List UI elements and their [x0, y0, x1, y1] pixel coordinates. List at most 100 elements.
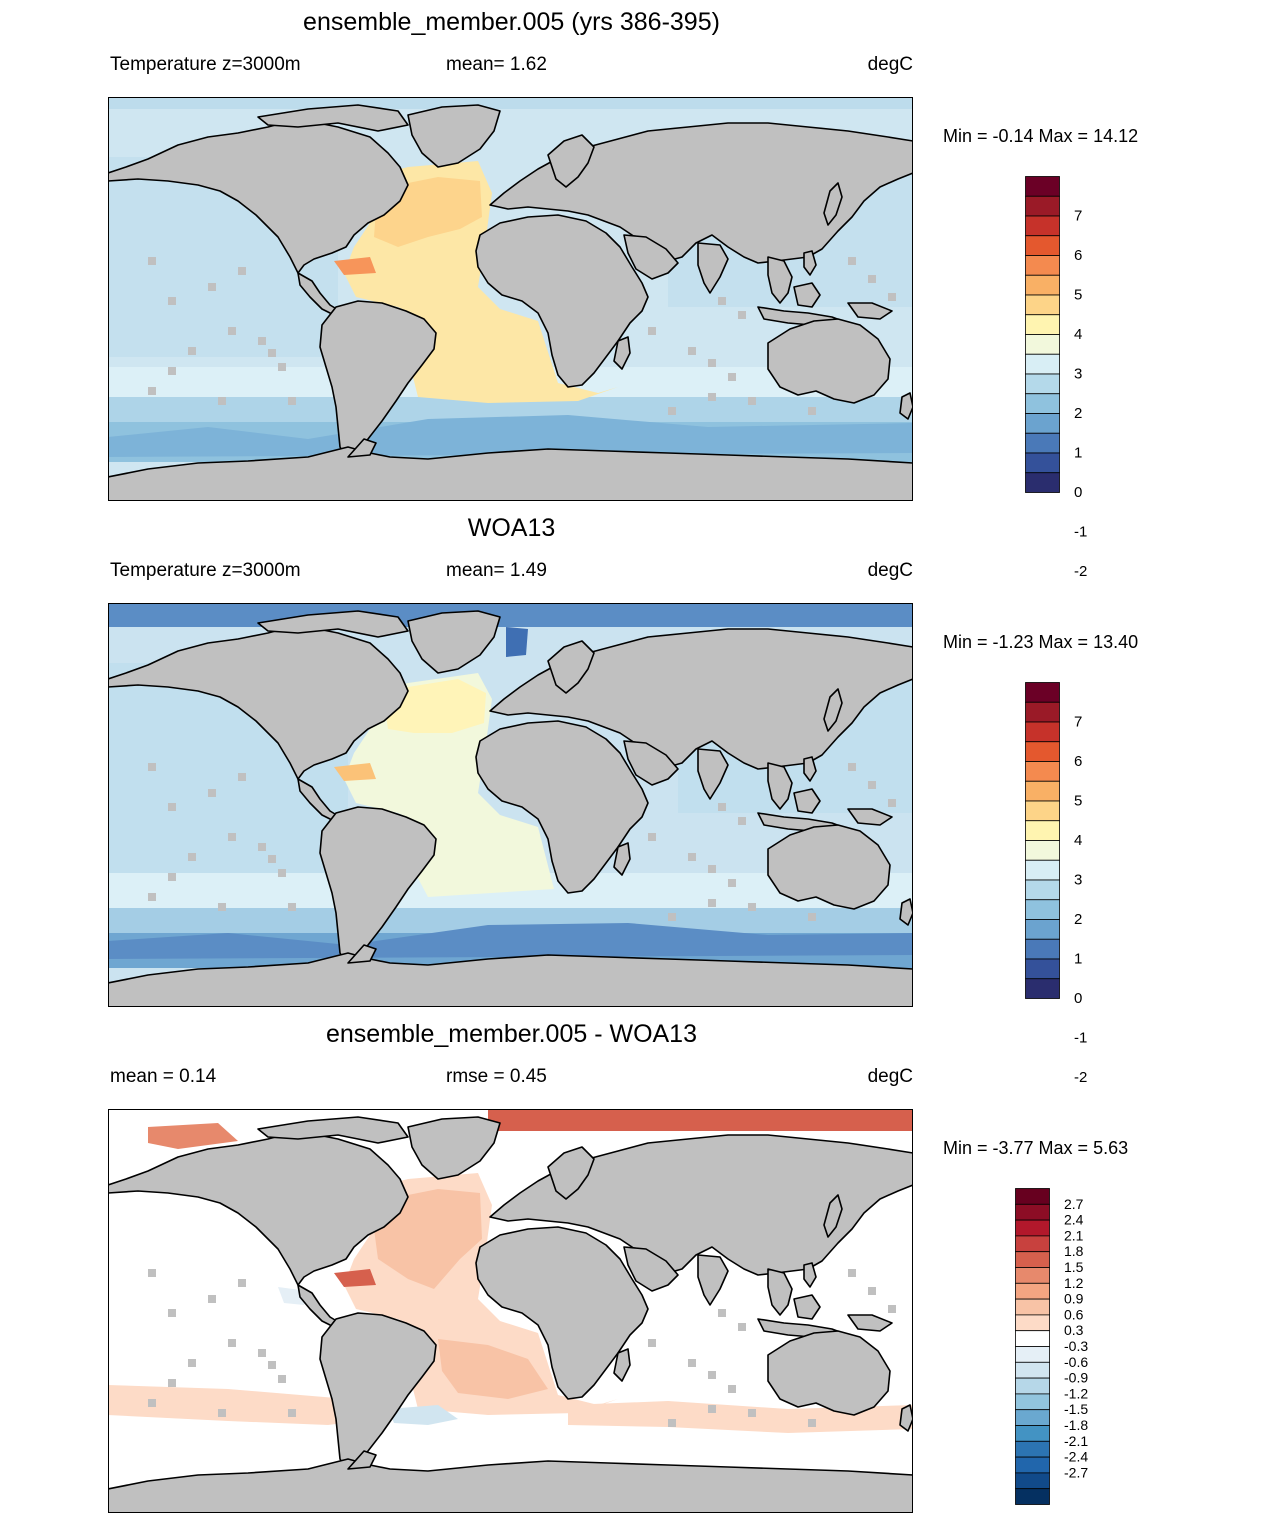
- colorbar-box: [1015, 1393, 1050, 1411]
- panel-title: WOA13: [467, 514, 556, 542]
- colorbar-box: [1015, 1346, 1050, 1363]
- colorbar-box: [1015, 1188, 1050, 1205]
- colorbar-label: -0.6: [1064, 1354, 1088, 1370]
- colorbar-label: 6: [1074, 247, 1082, 264]
- colorbar-label: 2.1: [1064, 1227, 1084, 1243]
- colorbar-box: [1025, 958, 1060, 980]
- colorbar-obs: 7 6 5 4 3 2 1 0 -1 -2: [1025, 682, 1125, 1086]
- colorbar-label: -1.8: [1064, 1417, 1088, 1433]
- map-diff: [108, 1109, 913, 1513]
- colorbar-box: [1025, 879, 1060, 901]
- colorbar-box: [1025, 314, 1060, 335]
- colorbar-label: 1.2: [1064, 1275, 1084, 1291]
- colorbar-box: [1015, 1298, 1050, 1316]
- colorbar-label: 5: [1074, 287, 1082, 304]
- colorbar-label: 0.9: [1064, 1291, 1084, 1307]
- colorbar-label: 6: [1074, 753, 1082, 770]
- colorbar-box: [1015, 1425, 1050, 1442]
- panel-title: ensemble_member.005 - WOA13: [325, 1020, 697, 1048]
- colorbar-box: [1025, 294, 1060, 316]
- colorbar-label: -1.2: [1064, 1385, 1088, 1401]
- colorbar-label: 1: [1074, 445, 1082, 462]
- colorbar-label: 2: [1074, 911, 1082, 928]
- colorbar-label: 1.5: [1064, 1259, 1084, 1275]
- colorbar-box: [1025, 176, 1060, 197]
- colorbar-box: [1015, 1314, 1050, 1332]
- colorbar-label: 0.3: [1064, 1322, 1084, 1338]
- min-max-label: Min = -3.77 Max = 5.63: [943, 1138, 1129, 1158]
- colorbar-label: 0: [1074, 990, 1082, 1007]
- colorbar-box: [1015, 1282, 1050, 1300]
- colorbar-box: [1025, 432, 1060, 454]
- colorbar-label: 2.4: [1064, 1212, 1084, 1228]
- colorbar-box: [1015, 1409, 1050, 1426]
- colorbar-box: [1025, 938, 1060, 960]
- colorbar-box: [1025, 255, 1060, 276]
- colorbar-box: [1015, 1361, 1050, 1379]
- colorbar-box: [1015, 1203, 1050, 1221]
- colorbar-label: 4: [1074, 326, 1082, 343]
- min-max-label: Min = -0.14 Max = 14.12: [943, 126, 1139, 146]
- map-model: [108, 97, 913, 501]
- colorbar-box: [1025, 373, 1060, 395]
- colorbar-label: 0: [1074, 484, 1082, 501]
- colorbar-label: 3: [1074, 366, 1082, 383]
- colorbar-box: [1025, 472, 1060, 493]
- colorbar-label: -2: [1074, 1069, 1087, 1086]
- colorbar-box: [1025, 393, 1060, 414]
- colorbar-label: -2.7: [1064, 1464, 1088, 1480]
- colorbar-box: [1025, 215, 1060, 237]
- colorbar-box: [1025, 741, 1060, 762]
- colorbar-box: [1015, 1440, 1050, 1458]
- colorbar-box: [1025, 840, 1060, 861]
- colorbar-label: 7: [1074, 714, 1082, 731]
- colorbar-box: [1025, 235, 1060, 256]
- colorbar-label: -2.1: [1064, 1433, 1088, 1449]
- colorbar-label: -1: [1074, 1030, 1087, 1047]
- colorbar-box: [1015, 1377, 1050, 1395]
- colorbar-label: -2.4: [1064, 1449, 1088, 1465]
- colorbar-box: [1025, 859, 1060, 881]
- colorbar-label: 1.8: [1064, 1243, 1084, 1259]
- colorbar-box: [1015, 1267, 1050, 1284]
- colorbar-label: 1: [1074, 951, 1082, 968]
- colorbar-label: -0.9: [1064, 1370, 1088, 1386]
- colorbar-box: [1015, 1251, 1050, 1268]
- colorbar-box: [1025, 195, 1060, 217]
- colorbar-box: [1025, 721, 1060, 743]
- colorbar-box: [1025, 701, 1060, 723]
- colorbar-box: [1025, 274, 1060, 296]
- colorbar-box: [1025, 820, 1060, 841]
- colorbar-box: [1025, 780, 1060, 802]
- colorbar-box: [1025, 978, 1060, 999]
- colorbar-label: 0.6: [1064, 1306, 1084, 1322]
- colorbar-box: [1015, 1488, 1050, 1505]
- units-label: degC: [867, 560, 913, 581]
- colorbar-label: 4: [1074, 832, 1082, 849]
- rmse-label: rmse = 0.45: [446, 1066, 547, 1087]
- colorbar-box: [1025, 899, 1060, 920]
- colorbar-model: 7 6 5 4 3 2 1 0 -1 -2: [1025, 176, 1125, 580]
- colorbar-box: [1025, 800, 1060, 822]
- units-label: degC: [867, 54, 913, 75]
- colorbar-label: -2: [1074, 563, 1087, 580]
- colorbar-box: [1015, 1235, 1050, 1253]
- variable-label: Temperature z=3000m: [110, 560, 301, 581]
- mean-label: mean= 1.49: [446, 560, 547, 581]
- mean-label: mean= 1.62: [446, 54, 547, 75]
- colorbar-label: 7: [1074, 208, 1082, 225]
- colorbar-label: 3: [1074, 872, 1082, 889]
- colorbar-label: -0.3: [1064, 1338, 1088, 1354]
- colorbar-label: -1.5: [1064, 1401, 1088, 1417]
- colorbar-box: [1025, 761, 1060, 782]
- panel-diff: ensemble_member.005 - WOA13 mean = 0.14 …: [0, 1012, 1285, 1518]
- units-label: degC: [867, 1066, 913, 1087]
- colorbar-box: [1015, 1456, 1050, 1474]
- min-max-label: Min = -1.23 Max = 13.40: [943, 632, 1139, 652]
- colorbar-box: [1025, 919, 1060, 940]
- colorbar-box: [1025, 452, 1060, 474]
- colorbar-label: -1: [1074, 524, 1087, 541]
- map-obs: [108, 603, 913, 1007]
- colorbar-diff: 2.7 2.4 2.1 1.8 1.5 1.2 0.9 0.6 0.3 -0.3 -0.6 -0.9-…: [1015, 1188, 1115, 1506]
- colorbar-box: [1025, 353, 1060, 375]
